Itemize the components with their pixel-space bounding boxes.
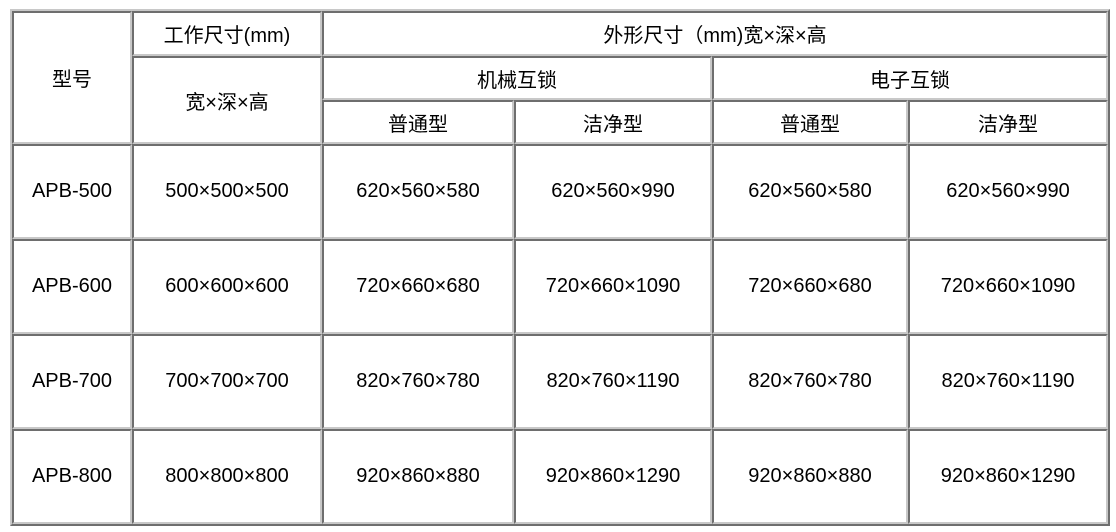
header-row-2: 宽×深×高 机械互锁 电子互锁 [12,56,1109,144]
header-elec-normal-type: 普通型 [712,100,908,144]
cell-elec-normal: 720×660×680 [712,239,908,334]
cell-model: APB-600 [12,239,132,334]
cell-elec-clean: 620×560×990 [908,144,1109,239]
header-outer-size: 外形尺寸（mm)宽×深×高 [322,11,1109,56]
header-row-1: 型号 工作尺寸(mm) 外形尺寸（mm)宽×深×高 [12,11,1109,144]
cell-elec-normal: 820×760×780 [712,334,908,429]
cell-elec-clean: 920×860×1290 [908,429,1109,524]
cell-model: APB-500 [12,144,132,239]
cell-work-size: 800×800×800 [132,429,322,524]
header-elec-clean-type: 洁净型 [908,100,1109,144]
header-mech-normal-type: 普通型 [322,100,514,144]
header-mechanical-interlock: 机械互锁 [322,56,712,100]
cell-mech-normal: 820×760×780 [322,334,514,429]
header-model: 型号 [12,11,132,144]
cell-elec-clean: 720×660×1090 [908,239,1109,334]
table-row: APB-500 500×500×500 620×560×580 620×560×… [12,144,1109,239]
cell-mech-clean: 820×760×1190 [514,334,712,429]
spec-table: 型号 工作尺寸(mm) 外形尺寸（mm)宽×深×高 宽×深×高 机械互锁 电子互… [10,9,1111,526]
cell-work-size: 700×700×700 [132,334,322,429]
header-mech-clean-type: 洁净型 [514,100,712,144]
cell-mech-normal: 920×860×880 [322,429,514,524]
cell-elec-normal: 620×560×580 [712,144,908,239]
cell-work-size: 600×600×600 [132,239,322,334]
header-work-size-sub: 宽×深×高 [132,56,322,144]
cell-mech-normal: 620×560×580 [322,144,514,239]
table-row: APB-800 800×800×800 920×860×880 920×860×… [12,429,1109,524]
table-row: APB-600 600×600×600 720×660×680 720×660×… [12,239,1109,334]
header-work-size: 工作尺寸(mm) [132,11,322,56]
cell-model: APB-800 [12,429,132,524]
cell-mech-clean: 920×860×1290 [514,429,712,524]
cell-work-size: 500×500×500 [132,144,322,239]
cell-mech-normal: 720×660×680 [322,239,514,334]
cell-mech-clean: 620×560×990 [514,144,712,239]
cell-model: APB-700 [12,334,132,429]
table-row: APB-700 700×700×700 820×760×780 820×760×… [12,334,1109,429]
cell-mech-clean: 720×660×1090 [514,239,712,334]
cell-elec-clean: 820×760×1190 [908,334,1109,429]
cell-elec-normal: 920×860×880 [712,429,908,524]
header-electronic-interlock: 电子互锁 [712,56,1109,100]
header-row-3: 普通型 洁净型 普通型 洁净型 [12,100,1109,144]
